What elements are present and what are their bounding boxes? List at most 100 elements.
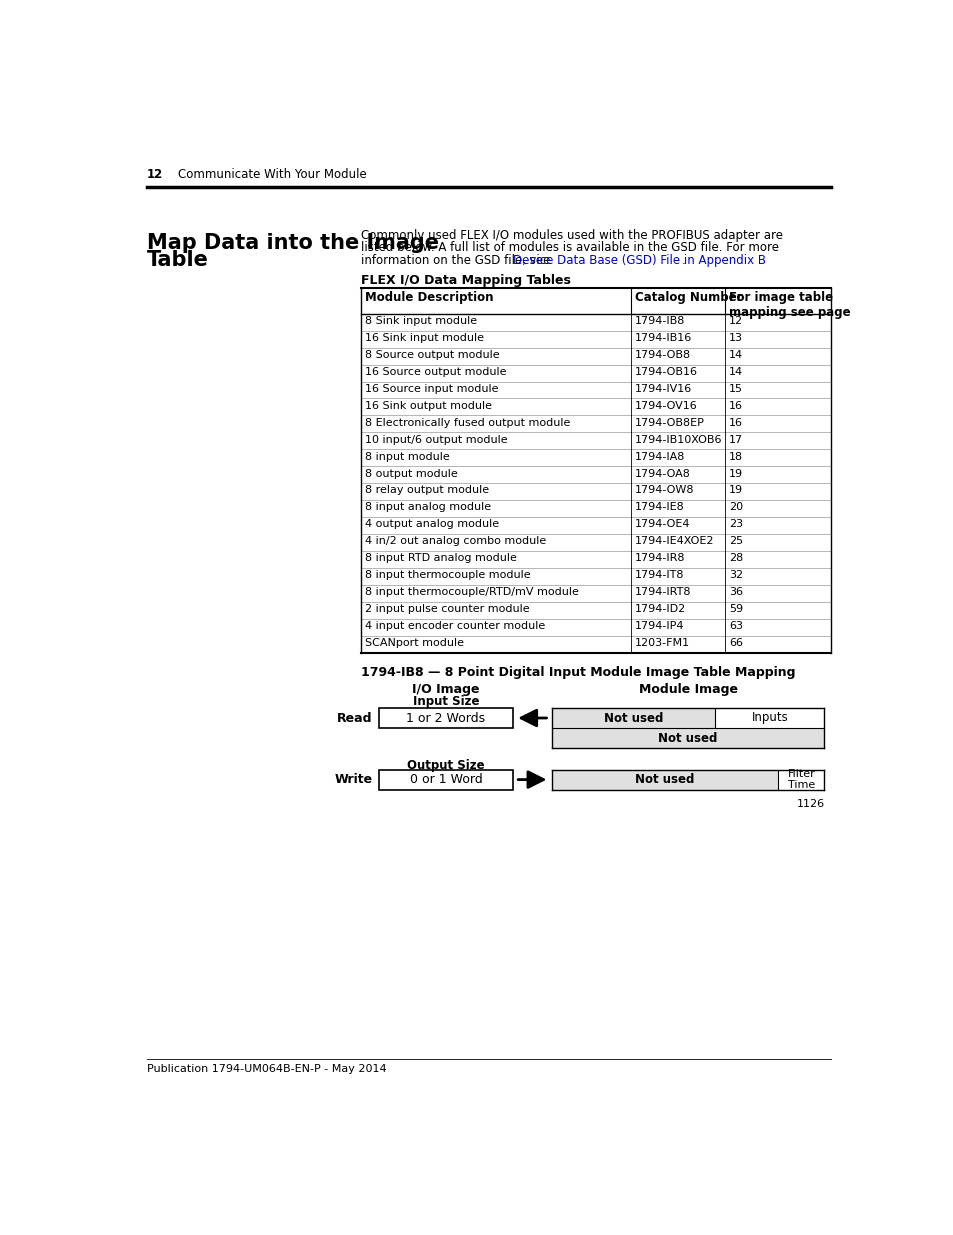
Text: 1794-IB16: 1794-IB16 (634, 333, 691, 343)
Text: 28: 28 (728, 553, 742, 563)
Bar (360, 601, 830, 619)
Bar (360, 636, 830, 652)
Text: 1794-OW8: 1794-OW8 (634, 485, 694, 495)
Text: 4 in/2 out analog combo module: 4 in/2 out analog combo module (365, 536, 546, 546)
Text: 8 input thermocouple module: 8 input thermocouple module (365, 571, 530, 580)
Text: 1794-IV16: 1794-IV16 (634, 384, 691, 394)
Bar (360, 483, 830, 500)
Text: 2 input pulse counter module: 2 input pulse counter module (365, 604, 529, 614)
Text: 13: 13 (728, 333, 742, 343)
Text: Input Size: Input Size (413, 695, 478, 708)
Text: 1126: 1126 (796, 799, 823, 809)
Text: 66: 66 (728, 638, 742, 648)
Bar (360, 517, 830, 534)
Text: 8 input analog module: 8 input analog module (365, 503, 491, 513)
Text: 17: 17 (728, 435, 742, 445)
Text: I/O Image: I/O Image (412, 683, 479, 697)
Text: 25: 25 (728, 536, 742, 546)
Text: 8 relay output module: 8 relay output module (365, 485, 489, 495)
Bar (360, 364, 830, 382)
Bar (360, 347, 830, 364)
Text: 1 or 2 Words: 1 or 2 Words (406, 711, 485, 725)
Text: Not used: Not used (658, 731, 717, 745)
Text: 1794-IE8: 1794-IE8 (634, 503, 683, 513)
Text: 36: 36 (728, 587, 742, 597)
Text: 8 input RTD analog module: 8 input RTD analog module (365, 553, 517, 563)
Text: 1794-IB10XOB6: 1794-IB10XOB6 (634, 435, 721, 445)
Bar (360, 551, 830, 568)
Text: 16 Sink input module: 16 Sink input module (365, 333, 483, 343)
Text: 20: 20 (728, 503, 742, 513)
Bar (360, 568, 830, 585)
Text: 1794-IR8: 1794-IR8 (634, 553, 684, 563)
Text: 1794-OB16: 1794-OB16 (634, 367, 697, 377)
Text: Module Image: Module Image (638, 683, 737, 697)
Text: 12: 12 (728, 316, 742, 326)
Text: 32: 32 (728, 571, 742, 580)
Text: 14: 14 (728, 350, 742, 359)
Bar (551, 727, 823, 748)
Text: 0 or 1 Word: 0 or 1 Word (409, 773, 482, 787)
Bar (360, 331, 830, 347)
Text: Catalog Number: Catalog Number (634, 290, 741, 304)
Text: Not used: Not used (603, 711, 662, 725)
Text: 16 Source output module: 16 Source output module (365, 367, 506, 377)
Bar (360, 619, 830, 636)
Text: 10 input/6 output module: 10 input/6 output module (365, 435, 507, 445)
Bar (360, 415, 830, 432)
Text: Module Description: Module Description (365, 290, 493, 304)
Text: 1794-IB8: 1794-IB8 (634, 316, 684, 326)
Text: 1794-IRT8: 1794-IRT8 (634, 587, 690, 597)
Text: SCANport module: SCANport module (365, 638, 463, 648)
Bar (551, 769, 778, 789)
Text: 1794-IP4: 1794-IP4 (634, 621, 683, 631)
Bar (715, 708, 823, 727)
Text: 4 output analog module: 4 output analog module (365, 520, 498, 530)
Text: 1794-IE4XOE2: 1794-IE4XOE2 (634, 536, 714, 546)
Text: 16 Source input module: 16 Source input module (365, 384, 497, 394)
Text: 19: 19 (728, 485, 742, 495)
Text: 8 Sink input module: 8 Sink input module (365, 316, 476, 326)
Text: 8 output module: 8 output module (365, 468, 457, 478)
Text: 59: 59 (728, 604, 742, 614)
Bar (551, 708, 715, 727)
Text: 1794-OE4: 1794-OE4 (634, 520, 689, 530)
Text: Not used: Not used (635, 773, 694, 787)
Text: 1794-ID2: 1794-ID2 (634, 604, 685, 614)
Text: Publication 1794-UM064B-EN-P - May 2014: Publication 1794-UM064B-EN-P - May 2014 (147, 1063, 386, 1073)
Text: 1794-OV16: 1794-OV16 (634, 401, 697, 411)
Text: listed below. A full list of modules is available in the GSD file. For more: listed below. A full list of modules is … (360, 241, 779, 254)
Bar (778, 769, 823, 789)
Text: 8 Electronically fused output module: 8 Electronically fused output module (365, 417, 570, 427)
Text: Commonly used FLEX I/O modules used with the PROFIBUS adapter are: Commonly used FLEX I/O modules used with… (360, 228, 782, 242)
Text: Filter
Time: Filter Time (786, 769, 814, 790)
Text: Map Data into the Image: Map Data into the Image (147, 233, 438, 253)
Text: 8 input thermocouple/RTD/mV module: 8 input thermocouple/RTD/mV module (365, 587, 578, 597)
Text: Inputs: Inputs (751, 711, 787, 725)
Bar (360, 585, 830, 601)
Text: 8 input module: 8 input module (365, 452, 449, 462)
Text: 1794-OB8EP: 1794-OB8EP (634, 417, 703, 427)
Text: 1794-IT8: 1794-IT8 (634, 571, 683, 580)
Text: 15: 15 (728, 384, 742, 394)
Bar (360, 450, 830, 466)
Bar (378, 769, 513, 789)
Text: 8 Source output module: 8 Source output module (365, 350, 499, 359)
Text: 4 input encoder counter module: 4 input encoder counter module (365, 621, 544, 631)
Bar (360, 399, 830, 415)
Text: FLEX I/O Data Mapping Tables: FLEX I/O Data Mapping Tables (360, 274, 570, 287)
Text: 14: 14 (728, 367, 742, 377)
Text: Device Data Base (GSD) File in Appendix B: Device Data Base (GSD) File in Appendix … (513, 253, 765, 267)
Text: 16: 16 (728, 401, 742, 411)
Text: Communicate With Your Module: Communicate With Your Module (178, 168, 367, 180)
Text: Output Size: Output Size (407, 758, 484, 772)
Text: 1794-IA8: 1794-IA8 (634, 452, 684, 462)
Text: Table: Table (147, 249, 209, 269)
Text: For image table
mapping see page: For image table mapping see page (728, 290, 850, 319)
Text: 16 Sink output module: 16 Sink output module (365, 401, 492, 411)
Text: 23: 23 (728, 520, 742, 530)
Bar (360, 466, 830, 483)
Text: 16: 16 (728, 417, 742, 427)
Text: Write: Write (335, 773, 373, 787)
Text: 1203-FM1: 1203-FM1 (634, 638, 689, 648)
